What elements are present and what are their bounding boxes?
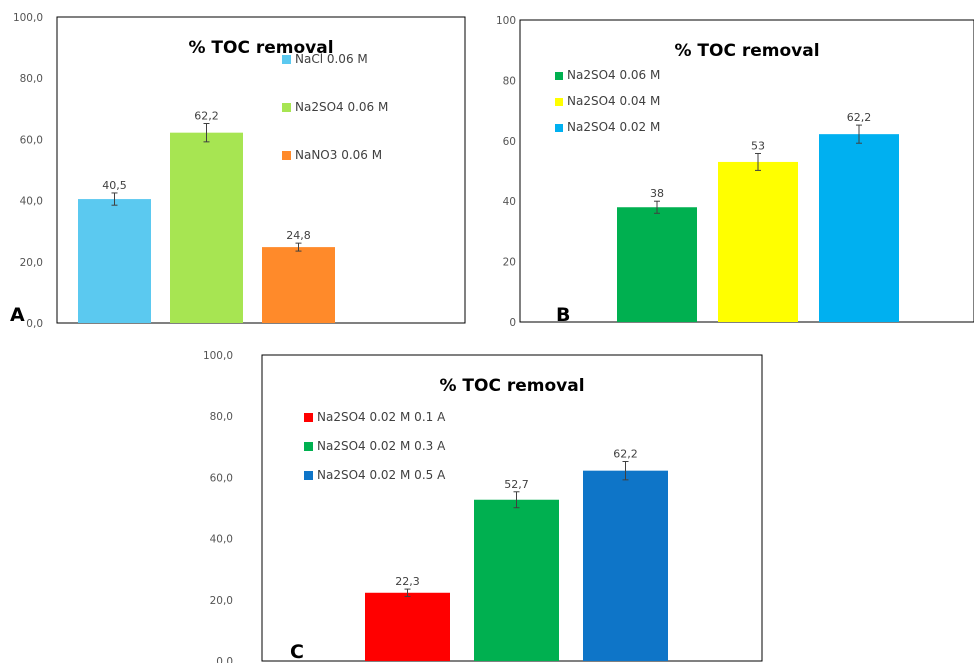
legend-label: Na2SO4 0.02 M 0.3 A bbox=[317, 439, 446, 453]
bar bbox=[474, 499, 559, 661]
bar bbox=[78, 199, 151, 323]
y-tick-label: 20 bbox=[503, 257, 516, 269]
y-tick-label: 80,0 bbox=[20, 73, 43, 85]
legend-swatch bbox=[282, 55, 291, 64]
data-label: 62,2 bbox=[194, 109, 219, 122]
y-tick-label: 100 bbox=[496, 15, 516, 27]
data-label: 53 bbox=[751, 139, 765, 152]
legend-swatch bbox=[282, 103, 291, 112]
bar bbox=[365, 592, 450, 661]
panel-label: A bbox=[10, 304, 25, 326]
bar bbox=[583, 470, 668, 661]
legend-label: Na2SO4 0.06 M bbox=[567, 68, 660, 82]
legend-label: Na2SO4 0.02 M 0.5 A bbox=[317, 468, 446, 482]
legend-label: Na2SO4 0.04 M bbox=[567, 94, 660, 108]
y-tick-label: 60,0 bbox=[20, 134, 43, 146]
bar bbox=[718, 161, 798, 322]
chart-c: 0,0 20,0 40,0 60,0 80,0 100,0 % TOC removal 22,… bbox=[203, 350, 763, 663]
bar bbox=[262, 247, 335, 323]
legend-label: Na2SO4 0.02 M 0.1 A bbox=[317, 410, 446, 424]
legend-swatch bbox=[555, 124, 563, 132]
data-label: 62,2 bbox=[613, 447, 638, 460]
y-tick-label: 40,0 bbox=[20, 196, 43, 208]
y-tick-label: 60 bbox=[503, 136, 516, 148]
legend-label: Na2SO4 0.02 M bbox=[567, 120, 660, 134]
y-tick-label: 80,0 bbox=[210, 411, 233, 423]
data-label: 40,5 bbox=[102, 179, 127, 192]
panel-label: B bbox=[556, 304, 570, 326]
y-tick-label: 40 bbox=[503, 196, 516, 208]
y-tick-label: 20,0 bbox=[20, 257, 43, 269]
legend-swatch bbox=[304, 442, 313, 451]
legend-swatch bbox=[555, 72, 563, 80]
y-tick-label: 0,0 bbox=[26, 318, 43, 330]
data-label: 38 bbox=[650, 187, 664, 200]
bar bbox=[170, 132, 243, 323]
legend-label: Na2SO4 0.06 M bbox=[295, 100, 388, 114]
chart-a: 0,0 20,0 40,0 60,0 80,0 100,0 % TOC removal 40,… bbox=[10, 12, 466, 330]
chart-title: % TOC removal bbox=[188, 38, 333, 58]
legend-swatch bbox=[304, 471, 313, 480]
legend-label: NaCl 0.06 M bbox=[295, 52, 368, 66]
chart-b: 0 20 40 60 80 100 % TOC removal 38 Na2SO4 0.06 M… bbox=[496, 15, 974, 329]
y-tick-label: 100,0 bbox=[13, 12, 43, 24]
y-tick-label: 80 bbox=[503, 75, 516, 87]
legend-swatch bbox=[282, 151, 291, 160]
legend-swatch bbox=[304, 413, 313, 422]
y-tick-label: 40,0 bbox=[210, 534, 233, 546]
data-label: 24,8 bbox=[286, 229, 311, 242]
chart-title: % TOC removal bbox=[439, 376, 584, 396]
y-tick-label: 60,0 bbox=[210, 472, 233, 484]
legend-swatch bbox=[555, 98, 563, 106]
chart-title: % TOC removal bbox=[674, 41, 819, 61]
panel-label: C bbox=[290, 641, 304, 663]
data-label: 22,3 bbox=[395, 575, 420, 588]
bar bbox=[819, 134, 899, 322]
y-tick-label: 0,0 bbox=[216, 656, 233, 663]
y-tick-label: 20,0 bbox=[210, 595, 233, 607]
bar bbox=[617, 207, 697, 322]
data-label: 52,7 bbox=[504, 478, 529, 491]
y-tick-label: 0 bbox=[509, 317, 516, 329]
y-tick-label: 100,0 bbox=[203, 350, 233, 362]
data-label: 62,2 bbox=[847, 111, 872, 124]
legend-label: NaNO3 0.06 M bbox=[295, 148, 382, 162]
